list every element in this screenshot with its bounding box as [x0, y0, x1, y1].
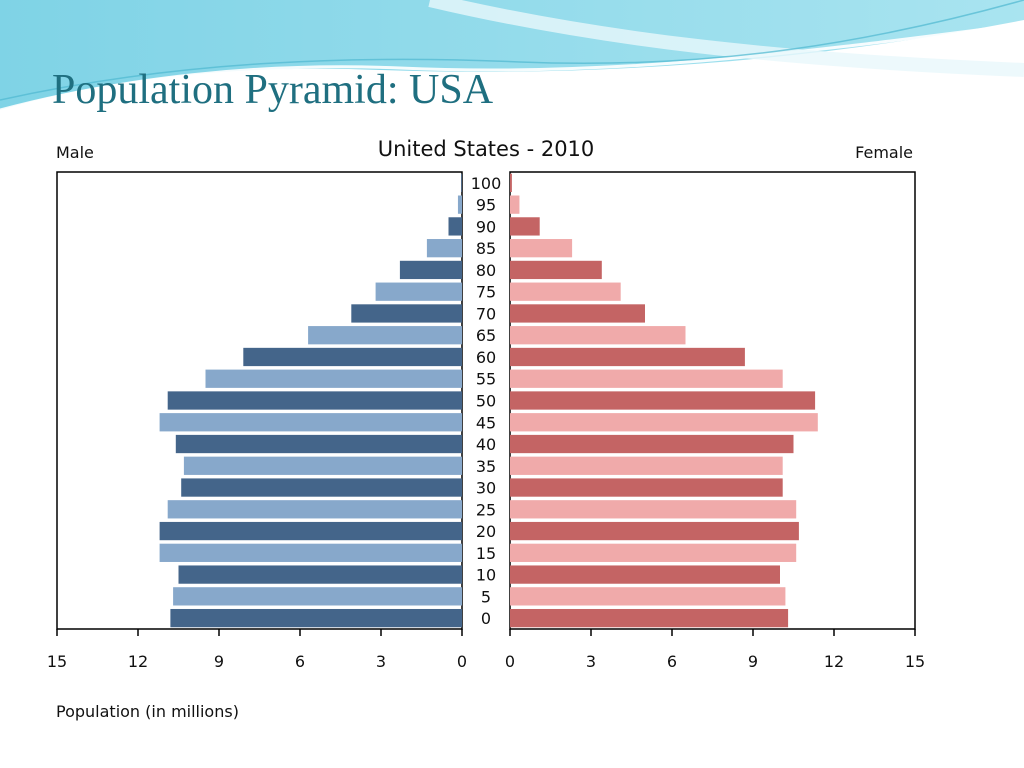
slide-title: Population Pyramid: USA: [52, 67, 494, 113]
age-label-25: 25: [476, 500, 496, 519]
x-tick-label: 9: [214, 652, 224, 671]
x-tick-label: 12: [824, 652, 844, 671]
age-labels: 0 5 10 15 20 25 30 35 40 45 50 55 60 65 70 75 80 85 90 95 10…: [471, 174, 502, 628]
male-bar-15: [159, 543, 462, 562]
x-tick-label: 6: [667, 652, 677, 671]
female-bar-45: [510, 413, 818, 432]
x-tick-label: 15: [905, 652, 925, 671]
age-label-5: 5: [481, 587, 491, 606]
male-bar-65: [308, 326, 462, 345]
male-bar-75: [375, 282, 462, 301]
population-pyramid-chart: United States - 2010 Male Female 0 5 10 15 2…: [42, 130, 930, 746]
male-bar-70: [351, 304, 462, 323]
male-bar-95: [457, 195, 462, 214]
x-tick-label: 6: [295, 652, 305, 671]
age-label-0: 0: [481, 609, 491, 628]
age-label-35: 35: [476, 457, 496, 476]
male-bar-85: [426, 239, 462, 258]
x-tick-label: 3: [376, 652, 386, 671]
male-bar-10: [178, 565, 462, 584]
female-bar-0: [510, 608, 789, 628]
chart-title: United States - 2010: [378, 137, 595, 161]
age-label-10: 10: [476, 566, 496, 585]
female-bar-70: [510, 304, 645, 323]
male-bar-60: [243, 347, 462, 367]
age-label-90: 90: [476, 217, 496, 236]
age-label-85: 85: [476, 239, 496, 258]
male-bar-20: [159, 521, 462, 541]
male-bar-30: [181, 478, 462, 497]
age-label-65: 65: [476, 326, 496, 345]
male-bar-0: [170, 608, 462, 628]
age-label-80: 80: [476, 261, 496, 280]
age-label-95: 95: [476, 196, 496, 215]
slide-header-waves: [0, 0, 1024, 112]
female-bar-50: [510, 391, 816, 410]
female-bar-65: [510, 326, 686, 345]
female-bar-35: [510, 456, 783, 475]
male-bar-35: [183, 456, 462, 475]
female-bar-5: [510, 587, 786, 606]
age-label-55: 55: [476, 370, 496, 389]
female-bar-20: [510, 521, 799, 541]
x-tick-label: 12: [128, 652, 148, 671]
age-label-30: 30: [476, 479, 496, 498]
male-bar-90: [448, 217, 462, 236]
female-bar-40: [510, 434, 794, 454]
female-bar-80: [510, 260, 602, 280]
x-axis-ticks: 15 12 9 6 3 0 0 3 6 9 12 15: [47, 629, 925, 671]
female-bar-75: [510, 282, 621, 301]
male-bar-25: [167, 500, 462, 519]
male-bars: [159, 173, 463, 628]
female-bar-85: [510, 239, 573, 258]
male-bar-40: [175, 434, 463, 454]
age-label-70: 70: [476, 304, 496, 323]
age-label-60: 60: [476, 348, 496, 367]
male-bar-50: [167, 391, 462, 410]
female-bar-10: [510, 565, 780, 584]
female-bar-15: [510, 543, 797, 562]
female-bar-90: [510, 217, 540, 236]
female-bar-25: [510, 500, 797, 519]
age-label-100: 100: [471, 174, 502, 193]
male-bar-55: [205, 369, 462, 388]
x-tick-label: 15: [47, 652, 67, 671]
x-axis-label: Population (in millions): [56, 702, 239, 721]
age-label-40: 40: [476, 435, 496, 454]
x-tick-label: 0: [505, 652, 515, 671]
female-label: Female: [855, 143, 913, 162]
male-bar-5: [173, 587, 462, 606]
female-bar-95: [510, 195, 520, 214]
female-bars: [510, 173, 818, 628]
x-tick-label: 0: [457, 652, 467, 671]
male-label: Male: [56, 143, 94, 162]
x-tick-label: 9: [748, 652, 758, 671]
age-label-20: 20: [476, 522, 496, 541]
female-bar-100: [510, 173, 512, 193]
age-label-50: 50: [476, 392, 496, 411]
age-label-15: 15: [476, 544, 496, 563]
age-label-75: 75: [476, 283, 496, 302]
female-bar-55: [510, 369, 783, 388]
male-bar-100: [461, 173, 462, 193]
age-label-45: 45: [476, 413, 496, 432]
female-bar-30: [510, 478, 783, 497]
male-bar-45: [159, 413, 462, 432]
x-tick-label: 3: [586, 652, 596, 671]
male-bar-80: [399, 260, 462, 280]
female-bar-60: [510, 347, 745, 367]
